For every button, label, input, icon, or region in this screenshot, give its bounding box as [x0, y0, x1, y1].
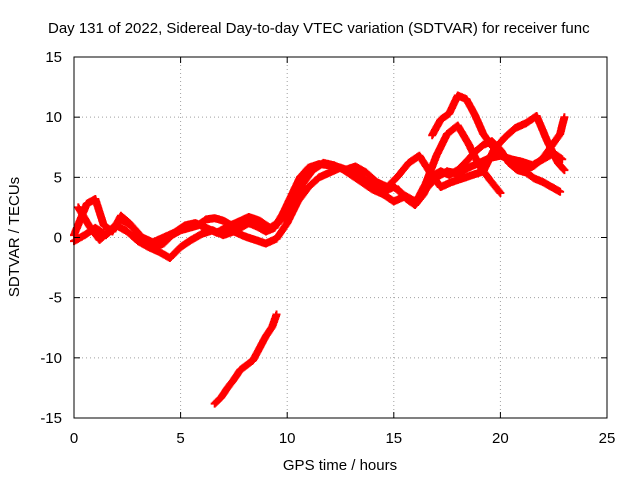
- data-point: [479, 147, 498, 176]
- plot-frame: [73, 56, 608, 419]
- y-tick-label: 5: [54, 169, 62, 186]
- data-point: [74, 203, 93, 229]
- y-tick-label: -10: [40, 350, 62, 367]
- data-point: [272, 220, 291, 243]
- data-point: [487, 142, 504, 158]
- data-point: [556, 187, 565, 196]
- data-point: [500, 125, 519, 142]
- data-point: [84, 221, 103, 243]
- data-point: [539, 143, 555, 163]
- data-point: [560, 113, 569, 122]
- x-tick-label: 20: [492, 430, 509, 447]
- x-tick-label: 0: [70, 430, 78, 447]
- data-point: [445, 92, 462, 118]
- data-point: [462, 95, 479, 118]
- axis-ticks: 0 5 10 15 20 25 -15 -10 -5 0 5 10 15: [40, 49, 615, 447]
- x-tick-label: 10: [279, 430, 296, 447]
- data-point: [496, 189, 505, 197]
- grid-lines: [74, 57, 607, 418]
- data-point: [383, 173, 401, 191]
- data-point: [415, 151, 434, 176]
- data-marks: [70, 91, 569, 408]
- data-point: [276, 203, 295, 225]
- y-tick-label: 0: [54, 230, 62, 247]
- data-point: [485, 175, 504, 196]
- data-point: [560, 166, 569, 175]
- data-point: [272, 310, 281, 319]
- data-point: [419, 173, 436, 199]
- data-point: [547, 131, 564, 150]
- series-track-6: [210, 310, 281, 408]
- data-point: [470, 141, 487, 157]
- y-tick-label: 15: [45, 49, 62, 66]
- data-point: [304, 174, 322, 191]
- x-tick-label: 25: [599, 430, 616, 447]
- data-point: [532, 112, 551, 144]
- data-point: [470, 110, 487, 137]
- data-point: [428, 116, 444, 140]
- data-point: [123, 227, 141, 244]
- x-axis-label: GPS time / hours: [283, 457, 397, 474]
- data-point: [298, 167, 316, 189]
- data-point: [287, 174, 304, 200]
- series-track-5: [428, 91, 569, 175]
- x-tick-label: 15: [385, 430, 402, 447]
- data-point: [106, 216, 124, 235]
- data-point: [453, 121, 472, 147]
- series-track-2: [70, 121, 505, 262]
- y-tick-label: 10: [45, 109, 62, 126]
- y-axis-label: SDTVAR / TECUs: [6, 177, 23, 297]
- y-tick-label: -15: [40, 410, 62, 427]
- data-point: [394, 160, 412, 181]
- x-tick-label: 5: [176, 430, 184, 447]
- data-point: [165, 244, 184, 262]
- data-point: [432, 131, 451, 160]
- chart-title: Day 131 of 2022, Sidereal Day-to-day VTE…: [48, 20, 590, 37]
- data-point: [287, 181, 306, 211]
- data-point: [479, 130, 495, 149]
- y-tick-label: -5: [49, 290, 62, 307]
- data-point: [127, 221, 146, 241]
